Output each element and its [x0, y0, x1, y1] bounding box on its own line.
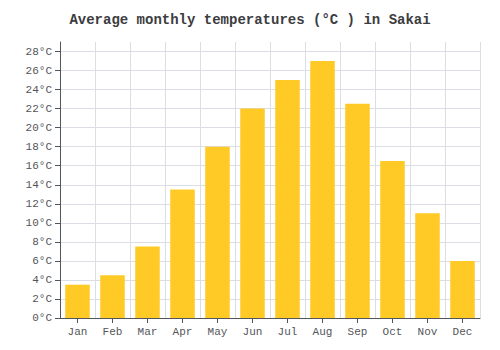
svg-text:May: May	[208, 326, 228, 338]
svg-text:12°C: 12°C	[26, 198, 53, 210]
svg-text:6°C: 6°C	[32, 255, 52, 267]
svg-text:Jan: Jan	[68, 326, 88, 338]
svg-text:0°C: 0°C	[32, 312, 52, 324]
svg-text:Dec: Dec	[453, 326, 473, 338]
svg-text:8°C: 8°C	[32, 236, 52, 248]
svg-text:14°C: 14°C	[26, 179, 53, 191]
svg-text:2°C: 2°C	[32, 293, 52, 305]
svg-text:Jul: Jul	[278, 326, 298, 338]
svg-text:26°C: 26°C	[26, 65, 53, 77]
svg-text:24°C: 24°C	[26, 84, 53, 96]
svg-text:16°C: 16°C	[26, 160, 53, 172]
svg-text:Jun: Jun	[243, 326, 263, 338]
svg-text:Feb: Feb	[103, 326, 123, 338]
svg-text:18°C: 18°C	[26, 141, 53, 153]
svg-text:22°C: 22°C	[26, 103, 53, 115]
svg-text:20°C: 20°C	[26, 122, 53, 134]
svg-text:Aug: Aug	[313, 326, 333, 338]
svg-text:10°C: 10°C	[26, 217, 53, 229]
svg-text:Apr: Apr	[173, 326, 193, 338]
svg-text:Oct: Oct	[383, 326, 403, 338]
svg-text:Nov: Nov	[418, 326, 438, 338]
svg-text:Sep: Sep	[348, 326, 368, 338]
svg-text:28°C: 28°C	[26, 46, 53, 58]
svg-text:Average monthly temperatures (: Average monthly temperatures (°C ) in Sa…	[69, 12, 430, 28]
svg-text:4°C: 4°C	[32, 274, 52, 286]
svg-text:Mar: Mar	[138, 326, 158, 338]
